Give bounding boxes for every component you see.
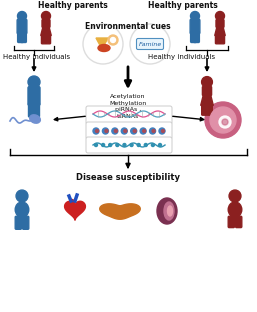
Ellipse shape [30,115,40,123]
Circle shape [140,128,146,134]
Circle shape [17,12,26,21]
Ellipse shape [228,202,242,217]
FancyBboxPatch shape [220,35,225,44]
Text: Healthy individuals: Healthy individuals [3,54,70,60]
Circle shape [93,128,99,134]
Ellipse shape [15,202,29,217]
Circle shape [95,144,97,147]
FancyBboxPatch shape [21,32,26,42]
FancyBboxPatch shape [86,137,172,153]
Circle shape [144,144,147,147]
FancyBboxPatch shape [207,105,212,115]
Circle shape [205,102,241,138]
FancyBboxPatch shape [29,103,35,117]
FancyBboxPatch shape [228,216,234,227]
Text: Healthy parents: Healthy parents [148,1,218,10]
Circle shape [201,77,212,87]
Polygon shape [41,27,51,36]
Polygon shape [96,38,108,49]
Circle shape [222,119,228,125]
Polygon shape [100,204,140,219]
Circle shape [143,129,146,133]
FancyBboxPatch shape [23,216,29,229]
Circle shape [96,129,98,133]
FancyBboxPatch shape [194,32,199,42]
Circle shape [151,144,154,147]
Circle shape [219,116,231,128]
Text: Environmental cues: Environmental cues [85,22,171,31]
FancyBboxPatch shape [191,32,196,42]
Ellipse shape [98,45,110,51]
FancyBboxPatch shape [15,216,21,229]
Circle shape [130,144,133,147]
FancyBboxPatch shape [18,32,23,42]
FancyBboxPatch shape [46,35,51,44]
Text: Disease susceptibility: Disease susceptibility [76,173,180,182]
Text: Healthy individuals: Healthy individuals [148,54,215,60]
FancyBboxPatch shape [202,105,207,115]
FancyBboxPatch shape [28,86,40,105]
FancyBboxPatch shape [86,122,172,139]
FancyBboxPatch shape [42,19,50,27]
FancyBboxPatch shape [203,86,212,95]
Ellipse shape [157,198,177,224]
Circle shape [105,129,108,133]
FancyBboxPatch shape [86,106,172,124]
Circle shape [16,190,28,202]
Circle shape [111,37,115,42]
Circle shape [108,35,118,45]
FancyBboxPatch shape [136,38,163,50]
Polygon shape [201,95,213,105]
Circle shape [159,144,161,147]
Circle shape [112,128,118,134]
Circle shape [114,129,117,133]
Text: Acetylation
Methylation
piRNAs ,
tsRNAs: Acetylation Methylation piRNAs , tsRNAs [109,94,147,119]
Circle shape [152,129,155,133]
Circle shape [130,24,170,64]
Circle shape [210,107,236,133]
FancyBboxPatch shape [41,35,46,44]
Circle shape [159,128,165,134]
Ellipse shape [168,206,172,216]
Circle shape [28,76,40,88]
Circle shape [161,129,164,133]
Circle shape [216,12,225,21]
Ellipse shape [69,199,75,207]
Text: Healthy parents: Healthy parents [38,1,108,10]
Text: Famine: Famine [138,41,162,46]
FancyBboxPatch shape [216,19,224,27]
Circle shape [83,24,123,64]
Circle shape [121,128,127,134]
FancyBboxPatch shape [17,19,27,34]
Circle shape [102,144,105,147]
Circle shape [109,144,112,147]
Circle shape [116,144,119,147]
FancyBboxPatch shape [190,19,200,34]
Ellipse shape [164,202,174,220]
FancyBboxPatch shape [32,103,40,117]
FancyBboxPatch shape [236,216,242,227]
Polygon shape [215,27,225,36]
Circle shape [150,128,155,134]
Circle shape [123,144,126,147]
Circle shape [229,190,241,202]
Circle shape [41,12,50,21]
Circle shape [103,128,108,134]
Circle shape [131,128,137,134]
FancyBboxPatch shape [215,35,220,44]
Polygon shape [65,201,85,220]
Circle shape [137,144,140,147]
Circle shape [124,129,127,133]
Circle shape [133,129,136,133]
Circle shape [190,12,199,21]
